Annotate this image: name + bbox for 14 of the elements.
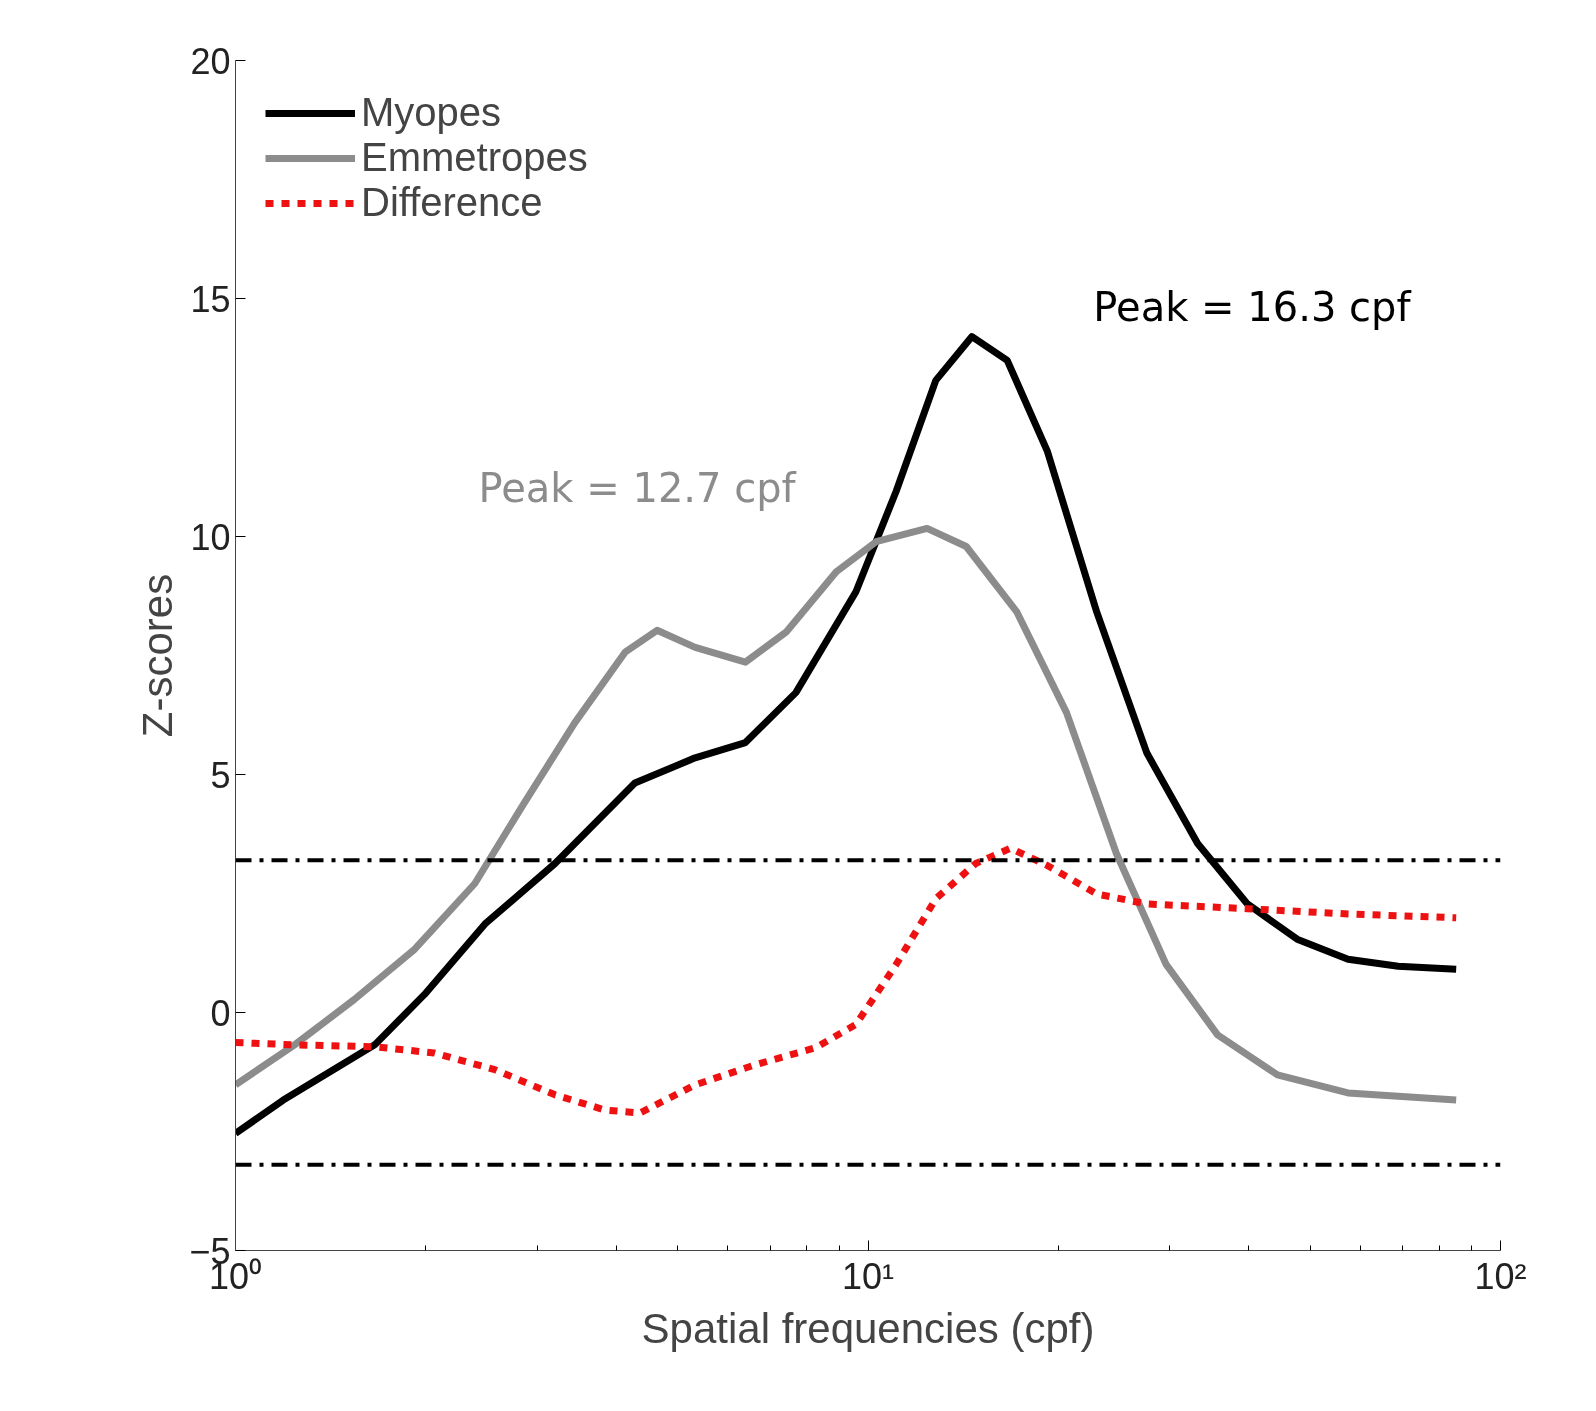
x-tick-label: 10¹ [841,1255,895,1297]
legend-label: Difference [361,180,543,225]
y-tick-label: 20 [190,40,231,82]
y-tick-label: 5 [210,754,231,796]
annotation: Peak = 16.3 cpf [1093,283,1412,330]
legend-label: Myopes [361,90,502,135]
y-tick-label: 10 [190,516,231,558]
y-tick-label: 0 [210,992,231,1034]
x-axis-title: Spatial frequencies (cpf) [641,1304,1095,1352]
x-tick-label: 10² [1474,1255,1527,1297]
legend-label: Emmetropes [361,135,588,180]
y-tick-label: 15 [190,278,231,320]
annotation: Peak = 12.7 cpf [478,465,797,512]
y-axis-title: Z-scores [134,573,182,738]
